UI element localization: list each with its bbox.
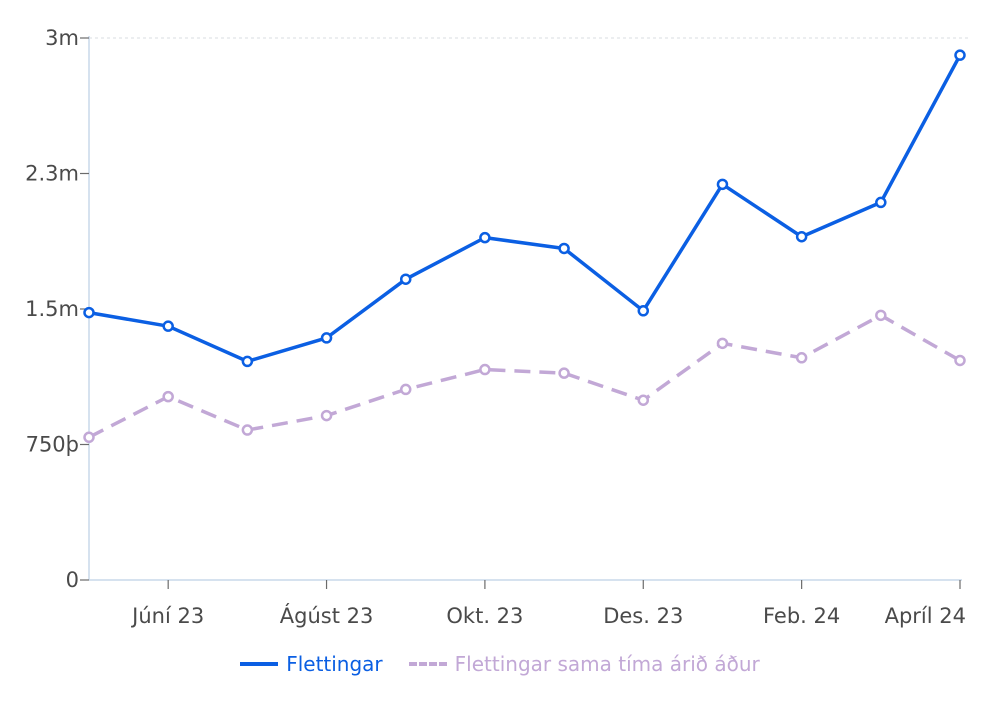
data-point bbox=[162, 390, 174, 403]
x-tick-label: Ágúst 23 bbox=[280, 603, 374, 628]
x-tick-label: Okt. 23 bbox=[446, 604, 523, 628]
data-point bbox=[162, 320, 174, 332]
y-tick-label: 0 bbox=[66, 568, 79, 592]
legend-swatch-dashed bbox=[408, 662, 447, 666]
plot-area bbox=[83, 49, 966, 444]
data-point bbox=[558, 242, 570, 255]
data-point bbox=[241, 424, 254, 436]
data-point bbox=[479, 231, 491, 244]
data-point bbox=[716, 178, 729, 191]
legend-item-flettingar[interactable]: Flettingar bbox=[240, 652, 383, 676]
legend-swatch-solid bbox=[240, 662, 279, 666]
x-tick-label: Des. 23 bbox=[603, 604, 683, 628]
data-point bbox=[241, 355, 254, 368]
data-point bbox=[954, 49, 966, 61]
data-point bbox=[716, 337, 729, 350]
data-point bbox=[399, 273, 412, 285]
data-point bbox=[320, 332, 333, 344]
series-line-prior-year bbox=[88, 313, 961, 439]
data-point bbox=[558, 367, 570, 379]
legend-label: Flettingar sama tíma árið áður bbox=[454, 652, 760, 676]
x-tick-label: Júní 23 bbox=[130, 604, 204, 628]
data-point bbox=[399, 383, 412, 396]
y-tick-label: 1.5m bbox=[25, 297, 79, 321]
data-point bbox=[875, 196, 887, 209]
data-point bbox=[637, 305, 650, 317]
data-point bbox=[83, 431, 95, 444]
series-line-flettingar bbox=[88, 54, 962, 364]
legend-label: Flettingar bbox=[286, 652, 383, 676]
x-tick-label: Feb. 24 bbox=[763, 604, 840, 628]
data-point bbox=[320, 409, 333, 422]
y-tick-label: 3m bbox=[45, 26, 79, 50]
data-point bbox=[875, 309, 887, 322]
legend: Flettingar Flettingar sama tíma árið áðu… bbox=[0, 652, 1000, 676]
chart-axes: 0 750þ 1.5m 2.3m 3m Júní 23 Ágúst 23 Okt. 23 Des… bbox=[25, 26, 968, 628]
x-tick-label: Apríl 24 bbox=[885, 604, 966, 628]
data-point bbox=[795, 352, 808, 364]
data-point bbox=[479, 363, 491, 376]
y-tick-label: 750þ bbox=[26, 433, 79, 457]
data-point bbox=[954, 354, 966, 367]
legend-item-flettingar-prior-year[interactable]: Flettingar sama tíma árið áður bbox=[408, 652, 760, 676]
data-point bbox=[83, 306, 95, 319]
y-tick-label: 2.3m bbox=[25, 162, 79, 186]
data-point bbox=[637, 394, 650, 406]
data-point bbox=[795, 230, 808, 243]
